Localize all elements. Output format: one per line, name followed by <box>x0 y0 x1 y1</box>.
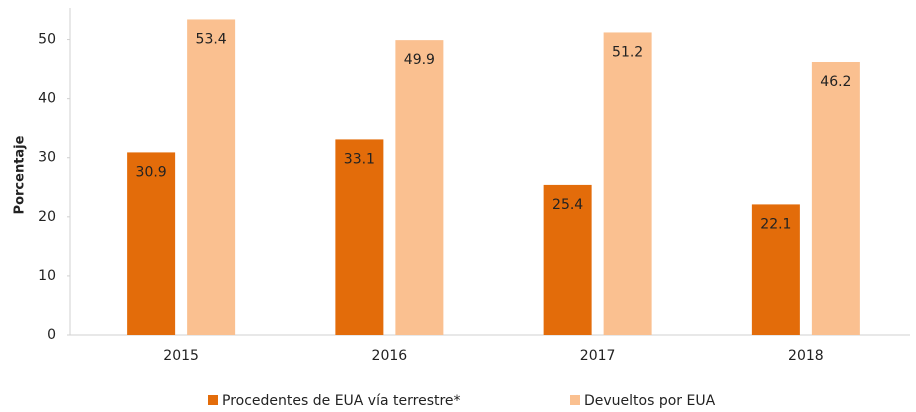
y-axis-title: Porcentaje <box>13 135 28 214</box>
x-tick-label: 2015 <box>163 348 199 364</box>
data-label: 22.1 <box>760 216 791 232</box>
data-label: 49.9 <box>404 52 435 68</box>
data-label: 53.4 <box>196 31 227 47</box>
bar <box>603 32 652 336</box>
bar <box>395 40 444 336</box>
data-label: 51.2 <box>612 44 643 60</box>
legend-swatch <box>208 395 218 405</box>
y-tick-label: 30 <box>38 150 56 166</box>
legend-label: Devueltos por EUA <box>584 393 716 409</box>
y-tick-label: 20 <box>38 209 56 225</box>
bar <box>751 204 800 335</box>
x-tick-label: 2018 <box>788 348 824 364</box>
x-tick-label: 2017 <box>580 348 616 364</box>
y-tick-label: 40 <box>38 91 56 107</box>
y-tick-label: 50 <box>38 32 56 48</box>
x-tick-label: 2016 <box>372 348 408 364</box>
bar <box>127 152 176 335</box>
y-tick-label: 0 <box>47 327 56 343</box>
bar <box>811 62 860 335</box>
data-label: 33.1 <box>344 151 375 167</box>
bar <box>187 19 236 335</box>
bar <box>335 139 384 335</box>
bar <box>543 184 592 335</box>
data-label: 25.4 <box>552 197 583 213</box>
data-label: 30.9 <box>136 164 167 180</box>
legend-swatch <box>570 395 580 405</box>
y-tick-label: 10 <box>38 268 56 284</box>
data-label: 46.2 <box>820 74 851 90</box>
legend-label: Procedentes de EUA vía terrestre* <box>222 393 461 409</box>
